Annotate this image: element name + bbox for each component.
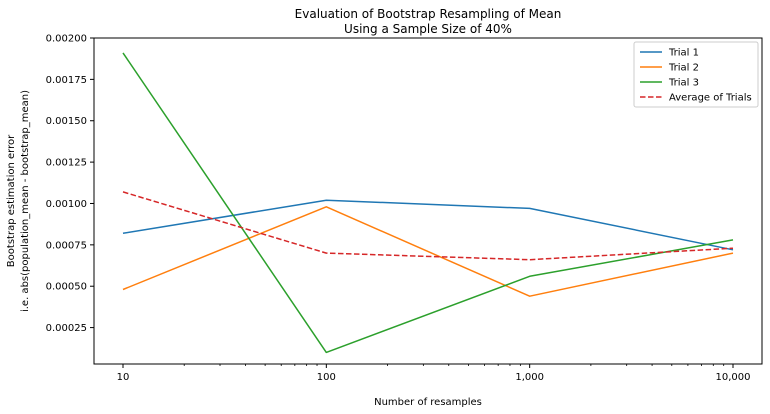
y-tick-label: 0.00025 [46, 323, 87, 334]
chart-subtitle: Using a Sample Size of 40% [344, 22, 512, 36]
legend: Trial 1 Trial 2 Trial 3 Average of Trials [633, 41, 759, 108]
series-line-average-of-trials [122, 191, 734, 261]
y-tick-label: 0.00200 [46, 34, 87, 45]
legend-entry-label: Trial 3 [668, 78, 699, 89]
legend-entry-label: Trial 2 [668, 63, 699, 74]
y-tick-label: 0.00175 [46, 75, 87, 86]
y-axis: 0.00025 0.00050 0.00075 0.00100 0.00125 0.001… [46, 34, 94, 334]
y-tick-label: 0.00150 [46, 116, 87, 127]
legend-entry-label: Trial 1 [668, 48, 699, 59]
y-tick-label: 0.00100 [46, 199, 87, 210]
y-axis-label-secondary: i.e. abs(population_mean - bootstrap_mea… [20, 90, 31, 312]
legend-box [633, 41, 759, 108]
legend-entry-label: Average of Trials [669, 93, 752, 104]
x-tick-label: 10 [117, 372, 130, 383]
chart-title: Evaluation of Bootstrap Resampling of Me… [295, 7, 562, 21]
x-tick-label: 100 [317, 372, 336, 383]
y-axis-label: Bootstrap estimation error [6, 134, 17, 267]
series-line-trial-2 [122, 206, 734, 297]
x-axis: 10 100 1,000 10,000 [117, 364, 751, 383]
x-axis-label: Number of resamples [374, 397, 482, 408]
x-tick-label: 10,000 [716, 372, 751, 383]
y-tick-label: 0.00125 [46, 158, 87, 169]
plot-frame [93, 37, 763, 365]
y-tick-label: 0.00075 [46, 240, 87, 251]
y-tick-label: 0.00050 [46, 282, 87, 293]
x-tick-label: 1,000 [515, 372, 544, 383]
series-layer [122, 52, 734, 354]
plot-area [93, 37, 763, 365]
series-line-trial-1 [122, 199, 734, 251]
series-line-trial-3 [122, 52, 734, 354]
